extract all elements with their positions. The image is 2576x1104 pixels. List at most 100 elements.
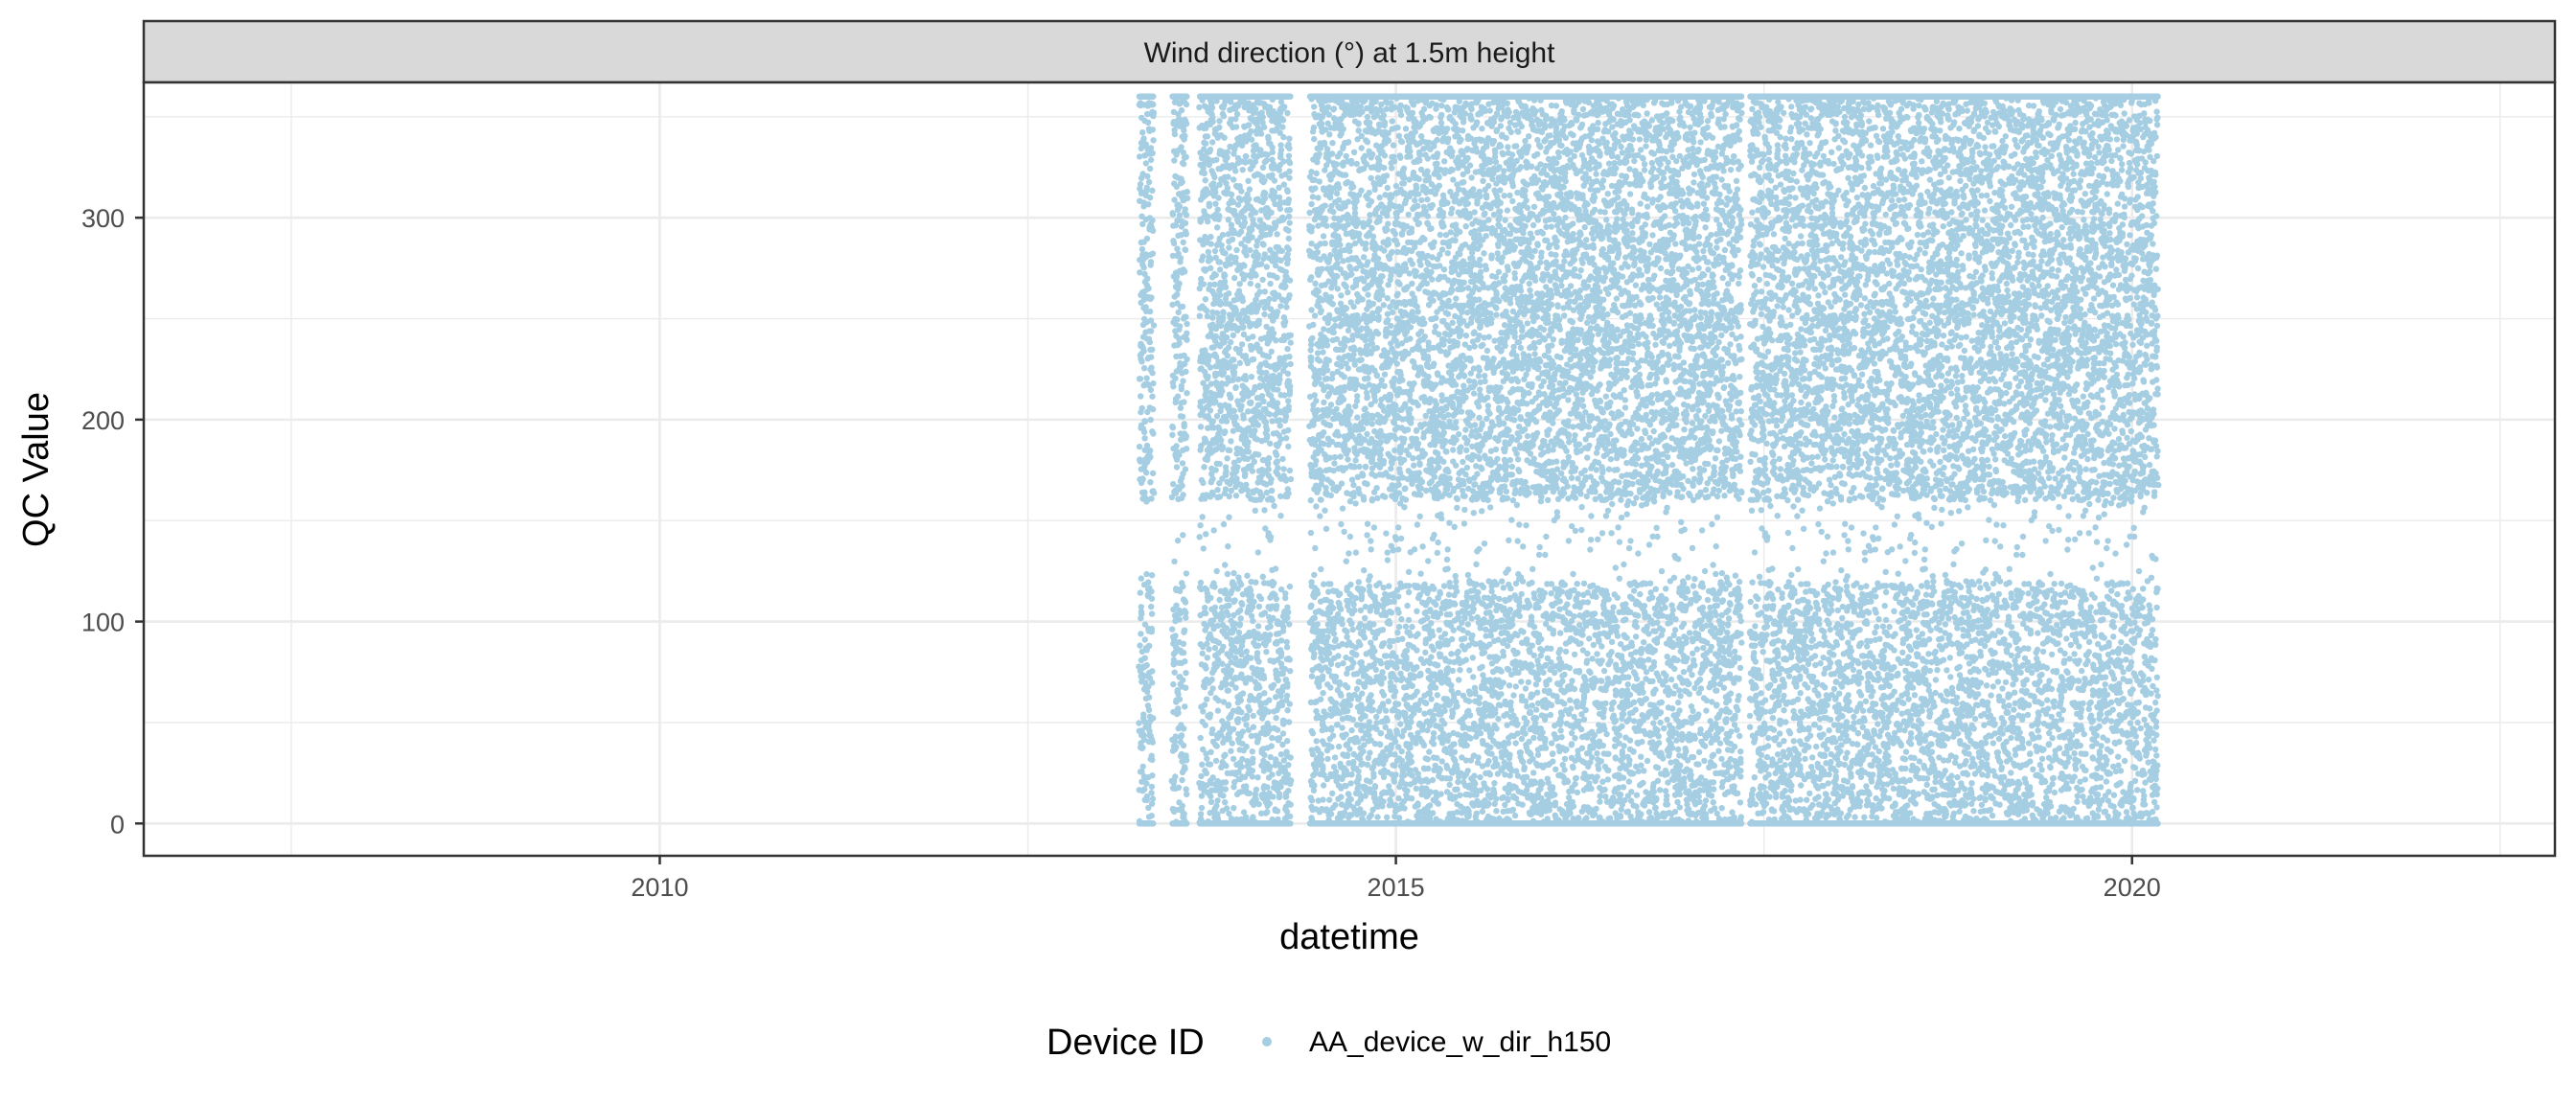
data-point — [1352, 549, 1360, 556]
data-point — [1343, 152, 1349, 160]
data-point — [1243, 712, 1251, 719]
data-point — [1273, 715, 1279, 722]
data-point — [1208, 241, 1214, 247]
data-point — [1346, 533, 1354, 540]
data-point — [1276, 376, 1283, 383]
data-point — [1285, 378, 1293, 384]
data-point — [1347, 795, 1354, 803]
data-point — [1183, 670, 1189, 677]
data-point — [1308, 602, 1315, 609]
data-point — [1198, 772, 1205, 780]
data-point — [1222, 779, 1230, 786]
data-point — [1172, 632, 1179, 639]
data-point — [1275, 465, 1281, 472]
data-point — [1273, 451, 1280, 458]
data-point — [1358, 263, 1365, 269]
data-point — [1344, 628, 1350, 635]
data-point — [1199, 650, 1207, 657]
data-point — [1359, 296, 1366, 303]
data-point — [1176, 203, 1184, 210]
data-point — [1213, 156, 1220, 163]
data-point — [1282, 283, 1289, 289]
data-point — [1236, 346, 1244, 354]
data-point — [1203, 770, 1210, 777]
data-point — [1207, 364, 1214, 371]
data-point — [1337, 590, 1344, 597]
data-point — [1248, 592, 1255, 599]
data-point — [1308, 673, 1316, 679]
data-point — [1255, 658, 1262, 665]
data-point — [1184, 330, 1190, 336]
data-point — [1181, 811, 1187, 817]
data-point — [1225, 702, 1232, 708]
data-point — [1284, 370, 1292, 378]
data-point — [1330, 208, 1337, 216]
data-point — [1362, 713, 1368, 720]
data-point — [1139, 129, 1146, 136]
data-point — [1263, 264, 1271, 270]
data-point — [1267, 623, 1274, 630]
data-point — [1183, 368, 1189, 375]
data-point — [1237, 581, 1245, 588]
data-point — [1200, 479, 1207, 487]
data-point — [1182, 246, 1189, 254]
data-point — [1308, 200, 1315, 208]
data-point — [1148, 572, 1156, 579]
data-point — [1320, 349, 1326, 356]
data-point — [1174, 393, 1182, 400]
data-point — [1220, 309, 1227, 315]
data-point — [1138, 575, 1145, 582]
data-point — [1145, 804, 1152, 812]
data-point — [1143, 184, 1151, 191]
data-point — [1145, 683, 1152, 690]
data-point — [1247, 655, 1254, 661]
data-point — [1150, 322, 1158, 329]
data-point — [1144, 275, 1151, 282]
data-point — [1252, 427, 1258, 434]
data-point — [1184, 189, 1190, 196]
data-point — [1286, 168, 1293, 174]
data-point — [1147, 416, 1154, 424]
data-point — [1182, 268, 1188, 275]
data-point — [1287, 339, 1295, 346]
data-point — [1273, 603, 1280, 610]
data-point — [1260, 124, 1268, 130]
data-point — [1312, 544, 1319, 552]
data-point — [1169, 431, 1176, 438]
data-point — [1141, 489, 1148, 495]
data-point — [1360, 748, 1367, 755]
data-point — [1284, 188, 1291, 196]
data-point — [1322, 240, 1328, 247]
data-point — [1225, 687, 1232, 694]
data-point — [1226, 244, 1232, 251]
data-point — [1235, 629, 1243, 636]
data-point — [1311, 782, 1318, 789]
data-point — [1362, 405, 1368, 412]
data-point — [1267, 537, 1274, 543]
data-point — [1332, 801, 1339, 809]
data-point — [1259, 114, 1266, 121]
data-point — [1209, 139, 1216, 146]
data-point — [1174, 245, 1181, 252]
data-point — [1208, 793, 1214, 800]
data-point — [1138, 609, 1145, 615]
data-point — [1233, 246, 1240, 254]
data-point — [1141, 270, 1148, 278]
data-point — [1184, 195, 1191, 201]
data-point — [1274, 726, 1281, 733]
data-point — [1149, 470, 1157, 476]
data-point — [1136, 443, 1143, 450]
data-point — [1232, 383, 1239, 391]
data-point — [1208, 798, 1215, 806]
data-point — [1211, 247, 1219, 255]
data-point — [1320, 233, 1327, 240]
data-point — [1144, 172, 1151, 180]
data-point — [1145, 706, 1153, 713]
data-point — [1222, 751, 1229, 758]
data-point — [1285, 426, 1292, 434]
data-point — [1172, 490, 1180, 496]
data-point — [1232, 413, 1239, 421]
data-point — [1212, 333, 1219, 339]
data-point — [1281, 104, 1288, 110]
data-point — [1265, 454, 1273, 462]
